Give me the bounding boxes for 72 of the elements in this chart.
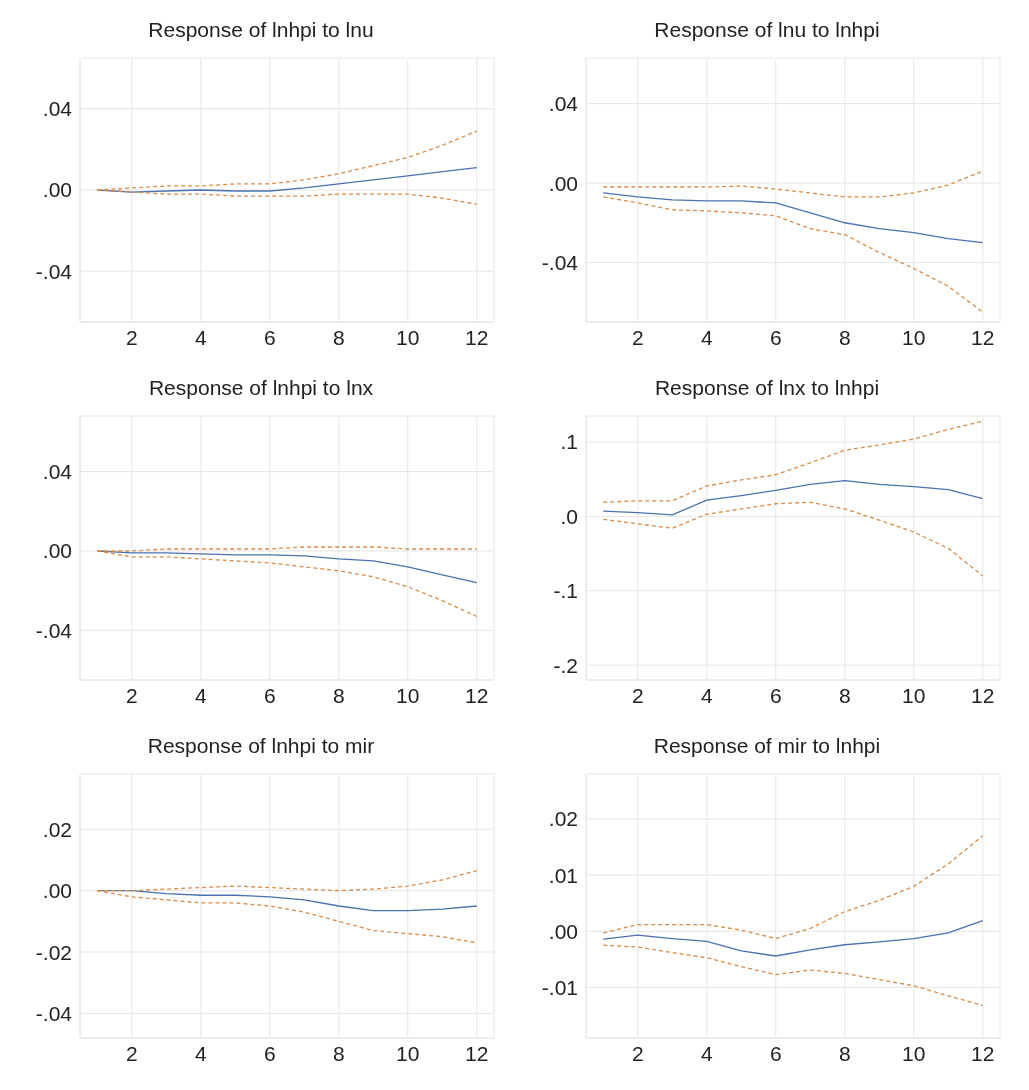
chart-title: Response of mir to lnhpi [652,733,882,759]
x-tick-label: 6 [769,683,782,707]
y-tick-label: -.01 [541,975,578,999]
x-tick-label: 4 [700,325,713,349]
y-tick-label: .01 [548,863,578,887]
y-tick-label: .00 [42,539,72,563]
x-tick-label: 10 [902,1041,926,1065]
y-tick-label: .00 [42,178,72,202]
line-series [602,420,984,503]
x-tick-label: 4 [194,683,207,707]
x-tick-label: 4 [194,325,207,349]
y-tick-label: .04 [42,97,73,121]
x-tick-label: 2 [631,325,644,349]
x-tick-label: 2 [125,325,138,349]
y-tick-label: .00 [548,919,578,943]
x-tick-label: 12 [465,1041,489,1065]
y-tick-label: -.04 [35,259,73,283]
chart-title: Response of lnhpi to lnu [147,17,375,43]
x-tick-label: 4 [700,1041,713,1065]
x-tick-label: 8 [332,1041,345,1065]
x-tick-label: 2 [125,1041,138,1065]
line-series [602,835,984,940]
x-tick-label: 6 [769,1041,782,1065]
line-series [602,192,984,244]
x-tick-label: 6 [263,683,276,707]
x-tick-label: 2 [631,683,644,707]
x-tick-label: 6 [263,325,276,349]
x-tick-label: 4 [700,683,713,707]
line-series [602,501,984,577]
x-tick-label: 10 [902,325,926,349]
x-tick-label: 2 [125,683,138,707]
y-tick-label: .02 [548,807,578,831]
x-tick-label: 12 [465,683,489,707]
x-tick-label: 8 [332,683,345,707]
x-tick-label: 10 [396,325,420,349]
y-tick-label: .0 [560,504,578,528]
y-tick-label: .02 [42,817,72,841]
x-tick-label: 10 [396,1041,420,1065]
y-tick-label: .1 [560,430,578,454]
line-series [602,196,984,313]
y-tick-label: -.04 [35,618,73,642]
y-tick-label: -.2 [553,653,578,677]
line-series [602,480,984,516]
chart-title: Response of lnx to lnhpi [653,375,881,401]
x-tick-label: 12 [465,325,489,349]
x-tick-label: 12 [971,325,995,349]
y-tick-label: -.04 [35,1001,73,1025]
x-tick-label: 8 [332,325,345,349]
y-tick-label: .04 [548,92,579,116]
x-tick-label: 12 [971,683,995,707]
x-tick-label: 2 [631,1041,644,1065]
x-tick-label: 6 [263,1041,276,1065]
x-tick-label: 10 [902,683,926,707]
chart-title: Response of lnhpi to lnx [147,375,375,401]
y-tick-label: .00 [548,171,578,195]
x-tick-label: 12 [971,1041,995,1065]
x-tick-label: 8 [838,1041,851,1065]
y-tick-label: -.02 [35,940,72,964]
line-series [602,919,984,957]
y-tick-label: -.1 [553,579,578,603]
x-tick-label: 6 [769,325,782,349]
y-tick-label: .00 [42,879,72,903]
chart-title: Response of lnhpi to mir [146,733,376,759]
x-tick-label: 4 [194,1041,207,1065]
chart-title: Response of lnu to lnhpi [653,17,881,43]
y-tick-label: -.04 [541,250,579,274]
x-tick-label: 10 [396,683,420,707]
x-tick-label: 8 [838,683,851,707]
y-tick-label: .04 [42,460,73,484]
line-series [602,944,984,1007]
line-series [602,170,984,198]
x-tick-label: 8 [838,325,851,349]
